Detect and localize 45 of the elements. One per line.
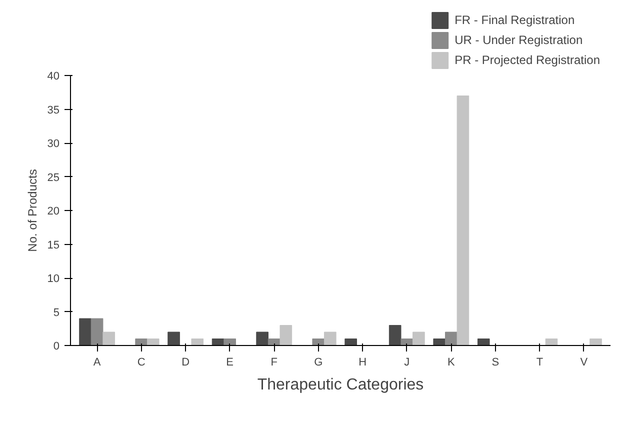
- x-tick-label: H: [358, 356, 367, 368]
- bar: [168, 332, 180, 346]
- legend-label: UR - Under Registration: [454, 33, 583, 47]
- bar: [324, 332, 336, 346]
- y-tick-label: 35: [47, 104, 60, 116]
- legend-label: PR - Projected Registration: [454, 53, 600, 67]
- bar: [224, 338, 236, 346]
- bar: [191, 338, 204, 346]
- x-tick-label: D: [182, 356, 190, 368]
- bar: [90, 318, 104, 346]
- bar: [256, 332, 268, 346]
- x-tick-label: S: [492, 356, 500, 368]
- y-tick-label: 5: [53, 306, 60, 319]
- x-tick-label: C: [137, 356, 146, 368]
- bar: [445, 332, 458, 346]
- x-tick-label: J: [404, 356, 410, 368]
- bar: [477, 338, 490, 346]
- bar: [146, 338, 160, 346]
- bar: [388, 325, 402, 346]
- legend-label: FR - Final Registration: [454, 13, 575, 27]
- bar: [280, 325, 292, 346]
- bar: [412, 332, 425, 346]
- bar: [102, 332, 116, 346]
- y-tick-label: 15: [47, 239, 60, 252]
- x-tick-label: T: [536, 356, 544, 368]
- bar: [79, 318, 92, 346]
- bar: [545, 338, 558, 346]
- bar: [590, 338, 602, 346]
- x-axis-title: Therapeutic Categories: [257, 376, 424, 394]
- x-tick-label: F: [270, 356, 278, 368]
- x-tick-label: K: [447, 356, 456, 368]
- y-axis-title: No. of Products: [25, 169, 40, 252]
- bar: [456, 96, 470, 346]
- y-tick-label: 10: [47, 273, 60, 285]
- bar: [433, 338, 446, 346]
- y-tick-label: 25: [47, 172, 60, 184]
- x-tick-label: E: [226, 356, 234, 368]
- y-tick-label: 0: [53, 340, 60, 352]
- y-tick-label: 40: [47, 70, 60, 82]
- y-tick-label: 30: [47, 138, 60, 150]
- x-tick-label: V: [580, 356, 588, 368]
- x-tick-label: G: [314, 356, 323, 368]
- y-tick-label: 20: [47, 206, 60, 218]
- x-tick-label: A: [93, 356, 102, 368]
- bar: [344, 338, 357, 346]
